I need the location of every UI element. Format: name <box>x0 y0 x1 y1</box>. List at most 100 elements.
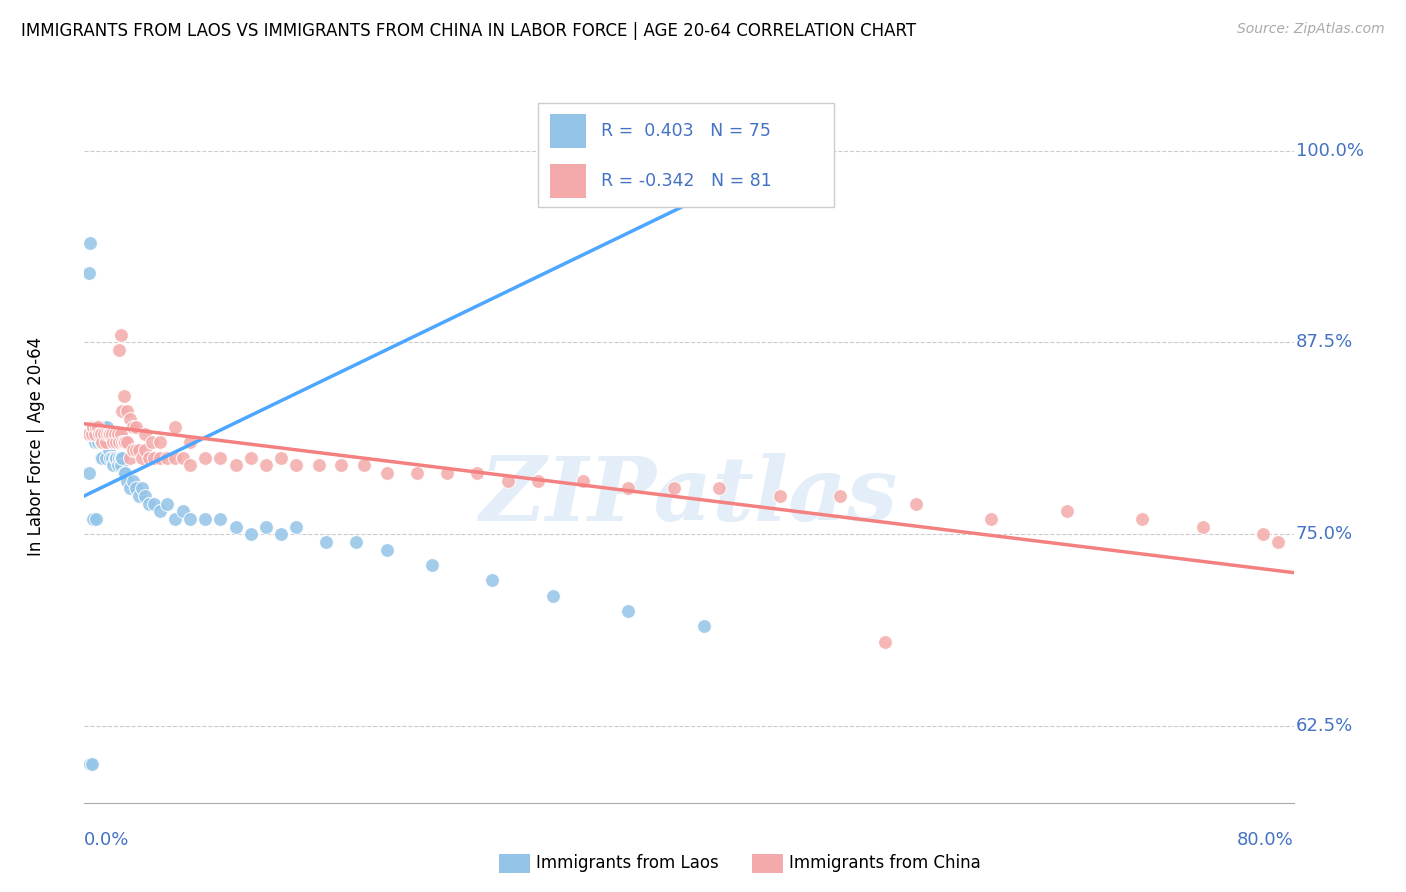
Point <box>156 497 179 511</box>
Point <box>149 450 172 465</box>
Point <box>84 427 107 442</box>
Point <box>662 481 685 495</box>
Point <box>270 527 292 541</box>
Point <box>125 419 148 434</box>
Point <box>163 450 186 465</box>
Point <box>134 427 156 442</box>
Point <box>97 435 120 450</box>
Point <box>80 427 103 442</box>
Point <box>315 535 337 549</box>
Point <box>709 481 731 495</box>
Point <box>134 442 156 457</box>
Point <box>110 450 132 465</box>
Point <box>96 419 118 434</box>
Text: Source: ZipAtlas.com: Source: ZipAtlas.com <box>1237 22 1385 37</box>
Point <box>97 442 120 457</box>
Point <box>156 450 179 465</box>
Point <box>112 435 135 450</box>
Text: 62.5%: 62.5% <box>1296 717 1353 735</box>
Point <box>179 435 201 450</box>
Point <box>108 343 131 357</box>
Point <box>142 450 165 465</box>
Text: R =  0.403   N = 75: R = 0.403 N = 75 <box>600 122 770 140</box>
Point <box>138 450 160 465</box>
Point <box>100 427 122 442</box>
Point <box>375 542 398 557</box>
Point <box>572 474 595 488</box>
Point <box>111 435 134 450</box>
Point <box>82 512 104 526</box>
Point <box>194 512 217 526</box>
Point <box>830 489 852 503</box>
Point <box>131 481 153 495</box>
Point <box>617 604 640 618</box>
Point <box>1267 535 1289 549</box>
Text: R = -0.342   N = 81: R = -0.342 N = 81 <box>600 172 772 190</box>
Point <box>149 504 172 518</box>
FancyBboxPatch shape <box>550 114 586 148</box>
Point <box>93 427 115 442</box>
Point <box>1130 512 1153 526</box>
Point <box>105 450 128 465</box>
Point <box>115 474 138 488</box>
Point <box>420 558 443 572</box>
Point <box>194 450 217 465</box>
Point <box>94 450 117 465</box>
Point <box>86 512 108 526</box>
Point <box>254 519 277 533</box>
Point <box>96 427 118 442</box>
Point <box>77 466 100 480</box>
Point <box>209 450 232 465</box>
Point <box>284 519 308 533</box>
Point <box>225 458 247 473</box>
Point <box>89 419 111 434</box>
Point <box>90 450 112 465</box>
Point <box>875 634 897 648</box>
Point <box>101 458 124 473</box>
Point <box>104 435 127 450</box>
Point <box>128 489 150 503</box>
Point <box>105 435 128 450</box>
Point <box>97 427 120 442</box>
Point <box>115 404 138 418</box>
Point <box>93 435 115 450</box>
Point <box>163 512 186 526</box>
Point <box>105 435 128 450</box>
FancyBboxPatch shape <box>538 103 834 207</box>
Point <box>467 466 489 480</box>
Point <box>114 435 136 450</box>
Point <box>107 458 129 473</box>
Point <box>110 327 132 342</box>
Text: 80.0%: 80.0% <box>1237 831 1294 849</box>
Point <box>330 458 353 473</box>
Text: In Labor Force | Age 20-64: In Labor Force | Age 20-64 <box>27 336 45 556</box>
Point <box>239 527 262 541</box>
Point <box>82 419 104 434</box>
Point <box>481 574 503 588</box>
Point <box>179 458 201 473</box>
Point <box>254 458 277 473</box>
Point <box>115 435 138 450</box>
Text: 0.0%: 0.0% <box>84 831 129 849</box>
Point <box>107 427 129 442</box>
Point <box>94 435 117 450</box>
Point <box>125 442 148 457</box>
Point <box>172 504 194 518</box>
Point <box>87 419 110 434</box>
Point <box>97 427 120 442</box>
Point <box>375 466 398 480</box>
Point <box>89 427 111 442</box>
Point <box>209 512 232 526</box>
Point <box>100 435 122 450</box>
Point <box>77 266 100 280</box>
Point <box>90 435 112 450</box>
Point <box>141 435 163 450</box>
Point <box>108 435 131 450</box>
Point <box>526 474 548 488</box>
Point <box>118 450 141 465</box>
Point <box>89 427 111 442</box>
Point <box>110 427 132 442</box>
Text: ZIPatlas: ZIPatlas <box>481 453 897 539</box>
Point <box>353 458 375 473</box>
Point <box>138 497 160 511</box>
